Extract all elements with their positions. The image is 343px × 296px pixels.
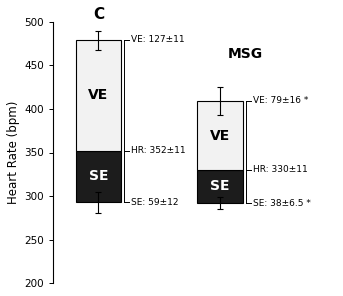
Text: HR: 330±11: HR: 330±11 bbox=[253, 165, 307, 174]
Text: VE: 127±11: VE: 127±11 bbox=[131, 35, 185, 44]
Text: SE: SE bbox=[210, 179, 229, 194]
Text: VE: 79±16 *: VE: 79±16 * bbox=[253, 96, 308, 105]
Bar bbox=[76, 40, 121, 151]
Text: VE: VE bbox=[210, 128, 230, 143]
Bar bbox=[197, 101, 243, 170]
Bar bbox=[76, 151, 121, 202]
Text: SE: 38±6.5 *: SE: 38±6.5 * bbox=[253, 199, 310, 208]
Text: SE: SE bbox=[88, 169, 108, 184]
Bar bbox=[197, 170, 243, 203]
Text: C: C bbox=[93, 7, 104, 22]
Text: MSG: MSG bbox=[227, 47, 263, 61]
Text: SE: 59±12: SE: 59±12 bbox=[131, 199, 179, 207]
Text: HR: 352±11: HR: 352±11 bbox=[131, 146, 186, 155]
Text: VE: VE bbox=[88, 89, 108, 102]
Y-axis label: Heart Rate (bpm): Heart Rate (bpm) bbox=[7, 101, 20, 204]
